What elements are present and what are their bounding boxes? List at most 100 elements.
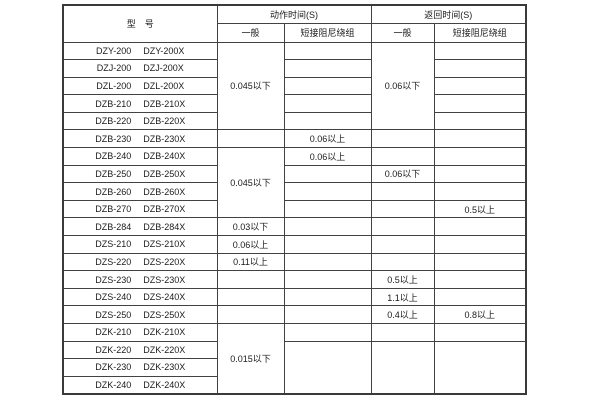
- model-name: DZS-230: [95, 274, 132, 285]
- cell-return-damping: [433, 111, 527, 131]
- table-row: DZL-200 DZL-200X: [62, 76, 527, 96]
- header-return-general: 一般: [370, 22, 435, 43]
- model-cell: DZS-250 DZS-250X: [62, 305, 218, 324]
- model-name-x: DZB-284X: [143, 221, 186, 232]
- cell-return-damping-merged: [433, 340, 527, 395]
- table-row: DZB-260 DZB-260X: [62, 182, 527, 201]
- table-row: DZS-210 DZS-210X 0.06以上: [62, 235, 527, 254]
- cell-action-damping: [283, 76, 372, 96]
- cell-return-general-group1: 0.06以下: [370, 41, 435, 131]
- cell-action-general: 0.06以上: [216, 235, 285, 254]
- cell-return-damping: [433, 323, 527, 342]
- cell-return-damping: 0.8以上: [433, 305, 527, 324]
- table-row: DZS-220 DZS-220X 0.11以上: [62, 252, 527, 272]
- header-return-damping: 短接阻尼绕组: [433, 22, 527, 43]
- spec-table-sheet: 型 号 动作时间(S) 返回时间(S) 一般 短接阻尼绕组 一般 短接阻尼绕组 …: [62, 4, 527, 395]
- model-name-x: DZS-250X: [143, 309, 186, 320]
- cell-return-general: [370, 323, 435, 342]
- table-row: DZK-230 DZK-230X: [62, 358, 526, 377]
- model-name-x: DZB-250X: [143, 168, 186, 179]
- cell-action-damping: [283, 270, 372, 289]
- model-name-x: DZB-230X: [143, 133, 186, 144]
- cell-return-damping: [433, 59, 527, 78]
- model-name: DZK-220: [95, 344, 132, 355]
- cell-action-general: [216, 129, 285, 149]
- cell-return-damping: [433, 217, 527, 237]
- header-model: 型 号: [62, 4, 218, 43]
- model-name: DZS-220: [95, 256, 132, 267]
- model-name-x: DZB-260X: [143, 186, 186, 197]
- cell-action-general: [216, 270, 285, 289]
- cell-return-general: 0.5以上: [370, 270, 435, 289]
- cell-return-damping: [433, 287, 527, 307]
- table-row: DZB-210 DZB-210X: [62, 94, 527, 113]
- cell-return-damping: [433, 252, 527, 272]
- model-cell: DZB-210 DZB-210X: [62, 94, 218, 113]
- model-cell: DZB-220 DZB-220X: [62, 111, 218, 131]
- header-action-general: 一般: [216, 22, 285, 43]
- cell-action-damping: [283, 94, 372, 113]
- table-row: DZK-220 DZK-220X: [62, 340, 527, 395]
- model-name-x: DZB-210X: [143, 98, 186, 109]
- model-name-x: DZB-240X: [143, 151, 186, 162]
- table-row: DZY-200 DZY-200X 0.045以下 0.06以下: [62, 41, 527, 131]
- cell-return-general: [370, 252, 435, 272]
- cell-action-damping: [283, 287, 372, 307]
- table-row: DZS-250 DZS-250X 0.4以上 0.8以上: [62, 305, 527, 324]
- cell-action-damping: [283, 305, 372, 324]
- cell-action-general: [216, 287, 285, 307]
- model-cell: DZK-240 DZK-240X: [62, 375, 218, 395]
- model-name: DZB-250: [95, 168, 132, 179]
- header-action-time: 动作时间(S): [216, 4, 372, 24]
- cell-return-damping: [433, 41, 527, 61]
- model-cell: DZB-250 DZB-250X: [62, 164, 218, 184]
- table-row: DZJ-200 DZJ-200X: [62, 59, 527, 78]
- table-row: DZB-250 DZB-250X 0.06以下: [62, 164, 527, 184]
- model-name-x: DZS-210X: [143, 239, 186, 250]
- model-cell: DZB-284 DZB-284X: [62, 217, 218, 237]
- cell-return-damping: [433, 235, 527, 254]
- model-name-x: DZS-220X: [143, 256, 186, 267]
- cell-action-damping: [283, 164, 372, 184]
- cell-return-general: [370, 217, 435, 237]
- cell-return-damping: [433, 270, 527, 289]
- cell-action-general: [216, 305, 285, 324]
- header-return-time: 返回时间(S): [370, 4, 527, 24]
- model-name-x: DZB-270X: [143, 204, 186, 215]
- model-name: DZY-200: [96, 45, 132, 56]
- model-name-x: DZS-230X: [143, 274, 186, 285]
- model-name: DZB-284: [95, 221, 132, 232]
- cell-return-general: [370, 182, 435, 201]
- model-cell: DZB-240 DZB-240X: [62, 147, 218, 166]
- cell-action-damping: [283, 235, 372, 254]
- model-name: DZB-260: [95, 186, 132, 197]
- table-row: DZS-230 DZS-230X 0.5以上: [62, 270, 527, 289]
- header-action-damping: 短接阻尼绕组: [283, 22, 372, 43]
- cell-action-damping: [283, 252, 372, 272]
- model-name: DZS-250: [95, 309, 132, 320]
- model-name-x: DZJ-200X: [143, 63, 184, 74]
- cell-action-general-dzk-group: 0.015以下: [216, 322, 285, 395]
- cell-return-general-merged: [370, 340, 435, 395]
- table-row: DZB-220 DZB-220X: [62, 111, 527, 131]
- cell-return-general: [370, 235, 435, 254]
- model-name: DZL-200: [96, 80, 132, 91]
- model-name-x: DZK-230X: [143, 362, 186, 373]
- model-cell: DZJ-200 DZJ-200X: [62, 59, 218, 78]
- cell-action-general-group2: 0.045以下: [216, 147, 285, 219]
- model-cell: DZB-260 DZB-260X: [62, 182, 218, 201]
- model-cell: DZY-200 DZY-200X: [62, 41, 218, 61]
- cell-return-damping: 0.5以上: [433, 199, 527, 219]
- model-cell: DZL-200 DZL-200X: [62, 76, 218, 96]
- cell-action-damping: [283, 111, 372, 131]
- cell-return-general: [370, 147, 435, 166]
- cell-action-damping: 0.06以上: [283, 147, 372, 166]
- cell-action-general: 0.11以上: [216, 252, 285, 272]
- table-row: DZB-230 DZB-230X 0.06以上: [62, 129, 527, 149]
- cell-action-damping: 0.06以上: [283, 129, 372, 149]
- model-name: DZK-210: [95, 327, 132, 338]
- model-cell: DZK-220 DZK-220X: [62, 340, 218, 360]
- model-name: DZS-210: [95, 239, 132, 250]
- cell-return-general: 0.06以下: [370, 164, 435, 184]
- cell-action-general: 0.03以下: [216, 217, 285, 237]
